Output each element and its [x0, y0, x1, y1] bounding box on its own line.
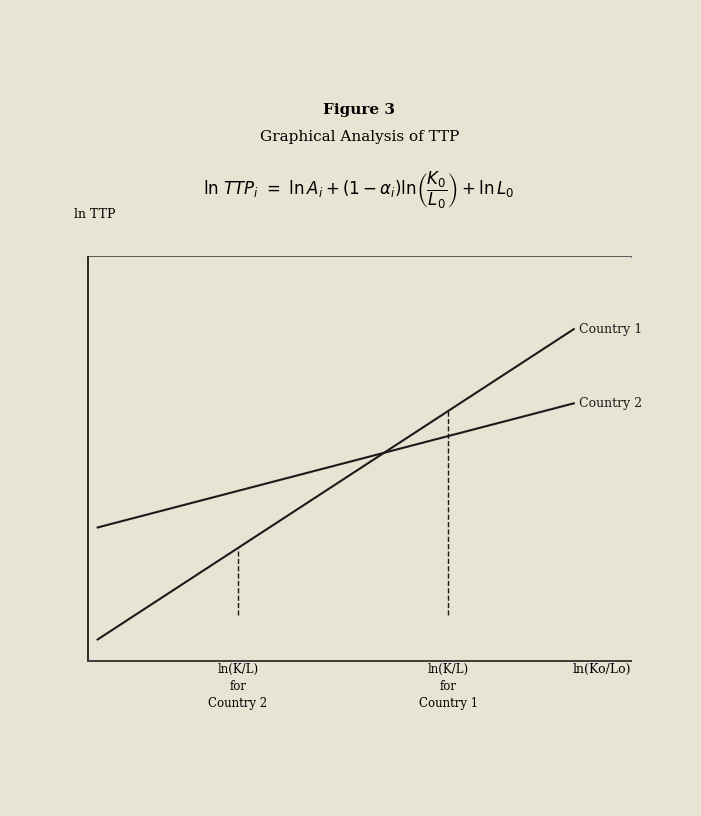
- Text: ln(K/L)
for
Country 1: ln(K/L) for Country 1: [419, 663, 478, 710]
- Text: Figure 3: Figure 3: [323, 103, 395, 117]
- Text: Country 2: Country 2: [579, 397, 642, 410]
- Text: ln(K/L)
for
Country 2: ln(K/L) for Country 2: [208, 663, 268, 710]
- Text: $\ln\,\mathit{TTP}_i\ =\ \ln A_i+(1-\alpha_i)\ln\!\left(\dfrac{K_0}{L_0}\right)+: $\ln\,\mathit{TTP}_i\ =\ \ln A_i+(1-\alp…: [203, 170, 515, 211]
- Text: Country 1: Country 1: [579, 322, 642, 335]
- Text: ln(Ko/Lo): ln(Ko/Lo): [573, 663, 631, 676]
- Text: ln TTP: ln TTP: [74, 208, 116, 221]
- Text: Graphical Analysis of TTP: Graphical Analysis of TTP: [259, 130, 459, 144]
